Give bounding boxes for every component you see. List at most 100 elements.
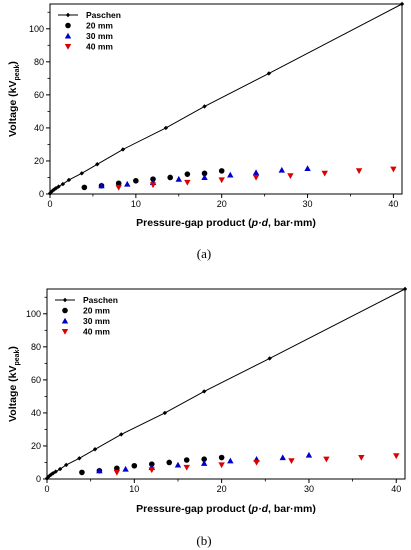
data-point [321, 170, 328, 177]
legend-marker [61, 317, 69, 324]
y-tick-label: 100 [26, 309, 41, 319]
y-axis-title-end: ) [7, 61, 19, 65]
x-axis-title-main: Pressure-gap product ( [136, 503, 252, 515]
x-axis-title-end: , bar·mm) [268, 503, 316, 515]
data-point [393, 453, 400, 460]
legend-label: 20 mm [86, 21, 113, 31]
y-axis-title-main: Voltage (kV [7, 366, 19, 422]
chart-panel-a: 0 10 20 30 40 0 20 40 60 80 100 Pressure-gap produc… [7, 1, 405, 261]
legend-label: Paschen [86, 10, 121, 20]
x-tick-label: 10 [131, 199, 141, 209]
data-point [227, 457, 234, 464]
plot-frame [49, 3, 403, 195]
data-point [200, 460, 208, 466]
x-tick-label: 20 [217, 484, 227, 494]
data-point [183, 464, 190, 471]
data-point [53, 469, 58, 474]
data-point [305, 451, 313, 458]
y-tick-label: 80 [31, 342, 41, 352]
data-point [95, 162, 100, 167]
data-point [81, 184, 88, 191]
x-axis-title-italic: p·d [251, 217, 269, 229]
data-point [218, 177, 225, 184]
data-point [133, 177, 139, 184]
x-tick-label: 40 [388, 199, 398, 209]
data-point [252, 174, 260, 181]
data-point [304, 165, 311, 171]
x-tick-label: 30 [304, 484, 314, 494]
series-40-mm [115, 166, 397, 191]
y-tick-label: 60 [31, 375, 41, 385]
data-point [96, 467, 103, 474]
x-tick-label: 10 [129, 484, 139, 494]
data-point [253, 459, 260, 466]
data-point [98, 182, 105, 189]
data-point [266, 71, 272, 76]
data-point [115, 184, 122, 191]
data-point [162, 410, 168, 416]
data-point [166, 459, 173, 466]
data-point [218, 454, 225, 461]
data-point [358, 454, 365, 461]
data-point [115, 180, 122, 187]
series-40-mm [113, 453, 400, 476]
data-point [92, 447, 98, 452]
data-point [122, 465, 129, 472]
data-point [399, 1, 405, 7]
x-axis-title: Pressure-gap product (p·d, bar·mm) [136, 217, 316, 229]
data-point [218, 462, 225, 469]
data-point [184, 171, 191, 177]
data-point [131, 462, 138, 469]
data-point [45, 475, 51, 480]
data-point [201, 456, 207, 462]
data-point [175, 175, 182, 182]
y-axis-title-end: ) [7, 346, 19, 350]
legend-label: 30 mm [86, 31, 113, 41]
x-axis-title-end: , bar·mm) [268, 217, 316, 229]
data-point [149, 182, 157, 189]
x-tick-label: 0 [47, 199, 52, 209]
data-point [279, 454, 286, 461]
x-axis-title-main: Pressure-gap product ( [136, 217, 252, 229]
data-point [288, 458, 295, 465]
data-point [201, 174, 208, 181]
panel-label: (a) [197, 246, 211, 261]
data-point [402, 286, 408, 292]
y-tick-label: 20 [34, 156, 44, 166]
data-point [50, 188, 55, 193]
y-tick-label: 40 [31, 408, 41, 418]
legend-label: Paschen [83, 295, 118, 305]
y-tick-label: 40 [34, 123, 44, 133]
data-point [124, 180, 131, 187]
y-axis-title: Voltage (kVpeak) [7, 61, 21, 137]
legend-marker [62, 297, 68, 303]
data-point [57, 466, 63, 472]
y-tick-label: 20 [31, 441, 41, 451]
data-point [278, 166, 286, 173]
y-axis-title-main: Voltage (kV [7, 81, 19, 137]
series-paschen [44, 286, 408, 481]
data-point [79, 171, 84, 176]
legend-marker [61, 328, 69, 335]
plot-frame [46, 288, 406, 480]
chart-panel-b: 0 10 20 30 40 0 20 40 60 80 100 Pressure-gap produc… [7, 286, 408, 548]
data-point [218, 168, 225, 174]
legend-label: 30 mm [83, 316, 110, 326]
x-tick-label: 40 [391, 484, 401, 494]
data-point [167, 174, 173, 181]
y-tick-label: 0 [36, 474, 41, 484]
legend-marker [65, 12, 71, 18]
x-tick-label: 0 [44, 484, 49, 494]
data-point [174, 461, 182, 468]
legend-label: 40 mm [83, 327, 110, 337]
data-point [355, 168, 363, 175]
data-point [163, 125, 169, 131]
legend-label: 40 mm [86, 42, 113, 52]
data-point [252, 169, 260, 176]
data-point [390, 166, 397, 173]
y-tick-label: 60 [34, 90, 44, 100]
data-point [323, 456, 330, 463]
